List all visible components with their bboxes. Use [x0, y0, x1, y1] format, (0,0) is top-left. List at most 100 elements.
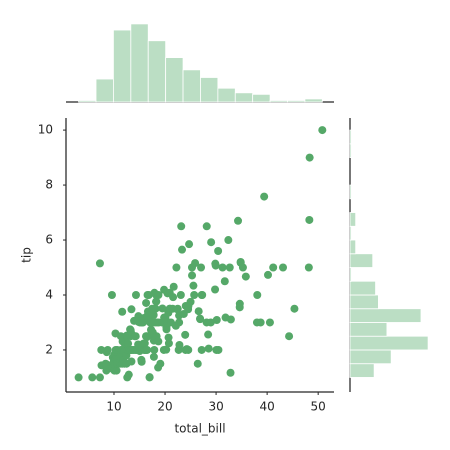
point	[181, 330, 190, 339]
point	[103, 345, 112, 354]
point	[184, 345, 193, 354]
y-tick-label: 2	[45, 342, 53, 356]
point	[260, 192, 269, 201]
point	[95, 259, 104, 268]
y-hist-bar	[349, 225, 352, 241]
point	[226, 368, 235, 377]
point	[149, 311, 158, 320]
point	[202, 222, 211, 231]
point	[169, 293, 178, 302]
y-hist-bar	[349, 280, 376, 296]
point	[191, 259, 200, 268]
point	[207, 238, 216, 247]
point	[107, 290, 116, 299]
point	[154, 290, 163, 299]
x-hist-bar	[217, 87, 236, 103]
point	[290, 304, 299, 313]
point	[118, 307, 127, 316]
x-hist-bar	[252, 93, 271, 103]
point	[140, 339, 149, 348]
x-tick-label: 30	[208, 400, 223, 414]
point	[256, 318, 265, 327]
point	[206, 318, 215, 327]
y-hist-bar	[349, 294, 379, 310]
y-tick-label: 4	[45, 287, 53, 301]
point	[263, 270, 272, 279]
x-tick-label: 20	[157, 400, 172, 414]
point	[235, 299, 244, 308]
point	[304, 263, 313, 272]
x-tick-label: 10	[106, 400, 121, 414]
point	[211, 285, 220, 294]
point	[162, 325, 171, 334]
point	[145, 373, 154, 382]
y-hist-bar	[349, 267, 352, 282]
y-hist-bar	[349, 349, 392, 365]
y-axis-label: tip	[20, 247, 34, 263]
point	[194, 307, 203, 316]
x-hist-bar	[130, 23, 149, 103]
point	[318, 126, 327, 135]
y-tick-label: 6	[45, 233, 53, 247]
point	[142, 298, 151, 307]
point	[279, 263, 288, 272]
point	[131, 290, 140, 299]
x-hist-bar	[287, 100, 306, 103]
point	[220, 277, 229, 286]
point	[204, 330, 213, 339]
point	[124, 339, 133, 348]
point	[178, 245, 187, 254]
point	[186, 297, 195, 306]
point	[177, 222, 186, 231]
point	[175, 318, 184, 327]
point	[169, 282, 178, 291]
point	[127, 357, 136, 366]
point	[143, 345, 152, 354]
x-tick-label: 40	[259, 400, 274, 414]
y-hist-bar	[349, 253, 374, 268]
point	[175, 341, 184, 350]
point	[214, 247, 223, 256]
x-hist-bar	[165, 57, 184, 103]
point	[193, 359, 202, 368]
point	[189, 281, 198, 290]
y-hist-bar	[349, 143, 352, 158]
point	[285, 332, 294, 341]
x-hist-bar	[304, 98, 323, 103]
y-hist-bar	[349, 363, 375, 378]
point	[198, 290, 207, 299]
y-tick-label: 10	[38, 123, 53, 137]
y-tick-label: 8	[45, 178, 53, 192]
point	[172, 263, 181, 272]
point	[234, 216, 243, 225]
point	[224, 236, 233, 245]
x-hist-bar	[147, 40, 167, 103]
point	[253, 290, 262, 299]
point	[156, 359, 165, 368]
point	[218, 263, 227, 272]
point	[212, 315, 221, 324]
point	[269, 263, 278, 272]
point	[131, 332, 140, 341]
y-hist-bar	[349, 308, 422, 323]
point	[127, 305, 136, 314]
x-hist-bar	[78, 100, 97, 103]
y-hist-bar	[349, 335, 429, 351]
point	[305, 215, 314, 224]
point	[176, 290, 185, 299]
point	[197, 345, 206, 354]
y-hist-bar	[349, 129, 352, 145]
point	[158, 304, 167, 313]
x-tick-label: 50	[311, 400, 326, 414]
point	[185, 240, 194, 249]
point	[226, 315, 235, 324]
point	[173, 304, 182, 313]
point	[88, 373, 97, 382]
point	[164, 333, 173, 342]
point	[214, 345, 223, 354]
x-hist-bar	[95, 78, 114, 103]
point	[241, 272, 250, 281]
point	[124, 370, 133, 379]
point	[238, 263, 247, 272]
